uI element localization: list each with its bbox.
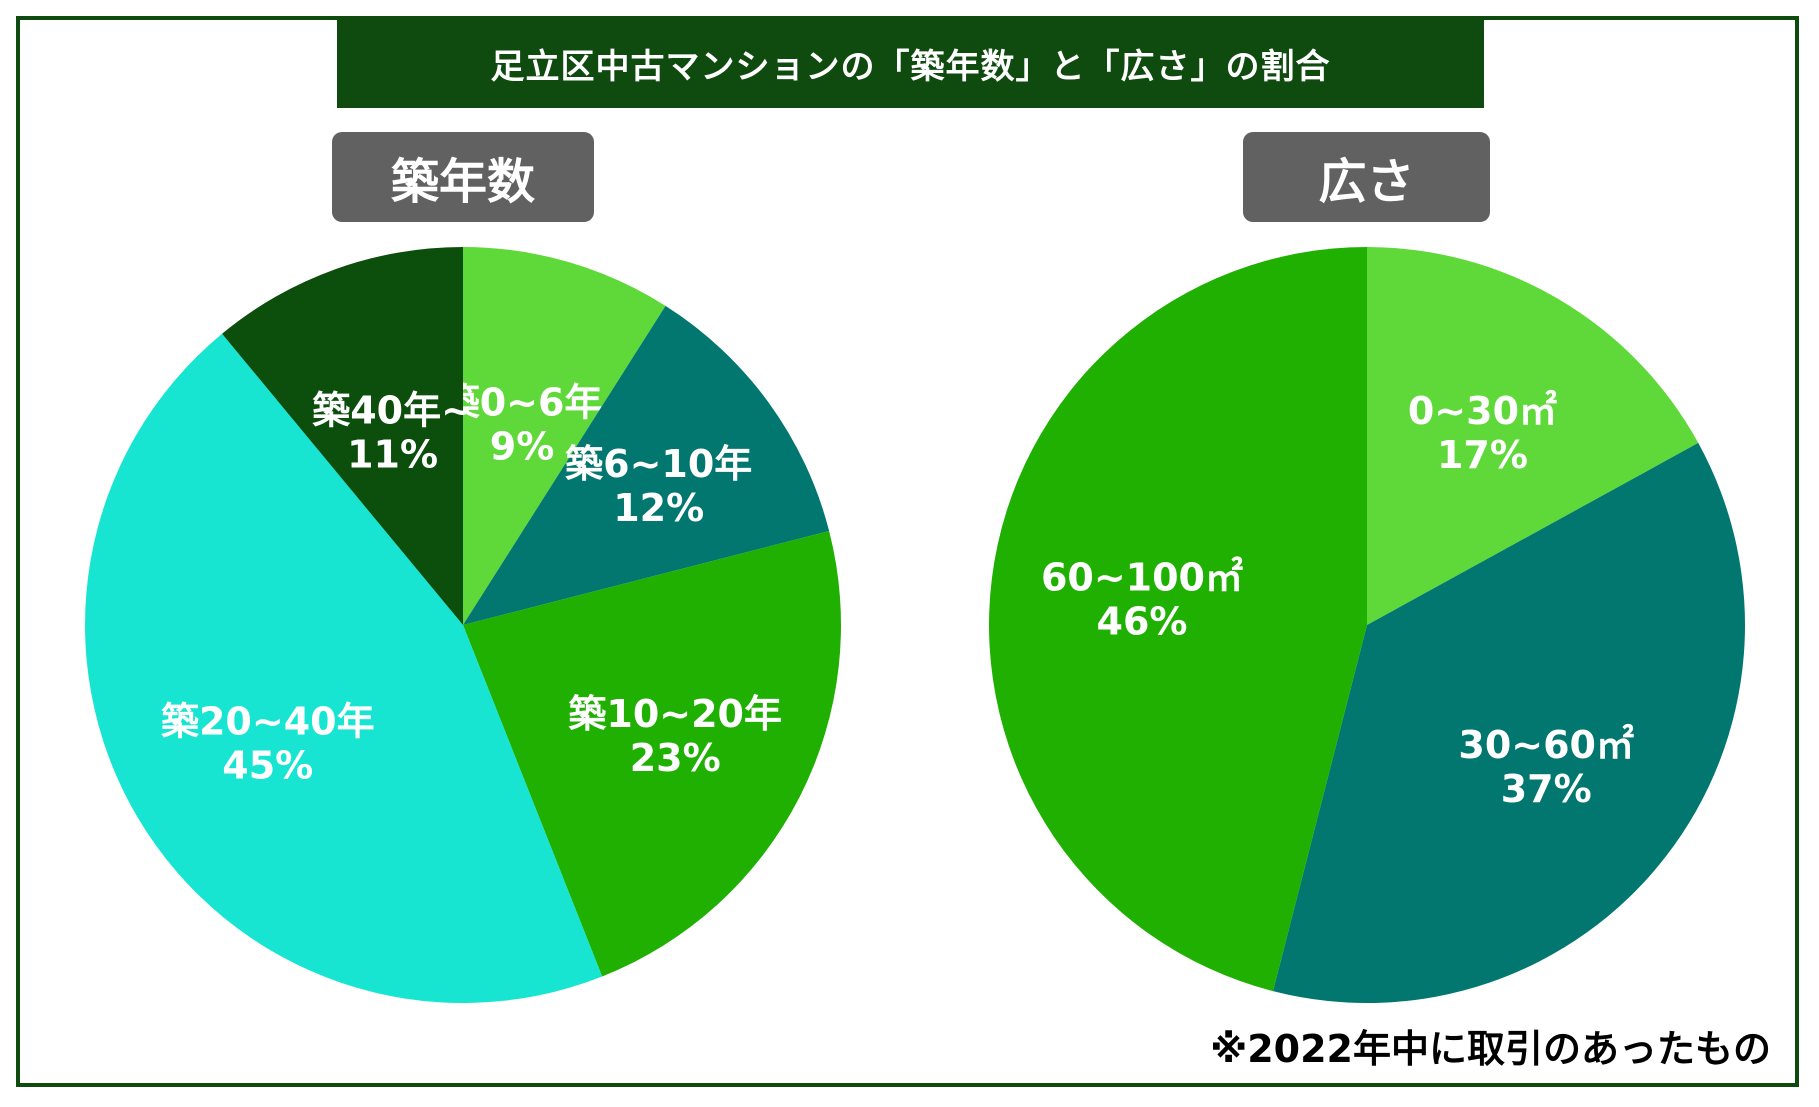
slice-label-age-6-10: 築6~10年 xyxy=(565,442,752,486)
pie-slice-age-0-6 xyxy=(463,247,666,625)
pie-slice-size-60-100 xyxy=(988,247,1367,992)
pie-title-size: 広さ xyxy=(1243,132,1490,222)
slice-label-age-20-40: 築20~40年 xyxy=(161,699,375,743)
pie-slice-age-10-20 xyxy=(463,530,841,977)
slice-label-age-0-6: 築0~6年 xyxy=(442,381,603,425)
slice-value-size-30-60: 37% xyxy=(1501,767,1592,811)
slice-label-age-40-plus: 築40年~ xyxy=(312,388,473,432)
slice-value-size-60-100: 46% xyxy=(1097,600,1188,644)
footnote: ※2022年中に取引のあったもの xyxy=(1210,1027,1771,1071)
slice-label-size-30-60: 30~60㎡ xyxy=(1458,723,1634,767)
slice-value-age-6-10: 12% xyxy=(613,486,704,530)
pie-slice-age-40-plus xyxy=(222,247,463,625)
slice-value-age-0-6: 9% xyxy=(490,425,555,469)
pie-slice-size-30-60 xyxy=(1272,442,1745,1004)
slice-value-age-10-20: 23% xyxy=(630,736,721,780)
slice-label-age-10-20: 築10~20年 xyxy=(568,692,782,736)
slice-label-size-0-30: 0~30㎡ xyxy=(1408,389,1557,433)
slice-value-age-20-40: 45% xyxy=(222,743,313,787)
slice-value-size-0-30: 17% xyxy=(1437,433,1528,477)
pie-slice-age-20-40 xyxy=(85,333,603,1003)
pie-slice-size-0-30 xyxy=(1367,247,1699,625)
pie-title-age: 築年数 xyxy=(332,132,594,222)
slice-value-age-40-plus: 11% xyxy=(347,432,438,476)
slice-label-size-60-100: 60~100㎡ xyxy=(1041,556,1243,600)
chart-title: 足立区中古マンションの「築年数」と「広さ」の割合 xyxy=(337,18,1484,108)
pie-slice-age-6-10 xyxy=(463,305,830,625)
